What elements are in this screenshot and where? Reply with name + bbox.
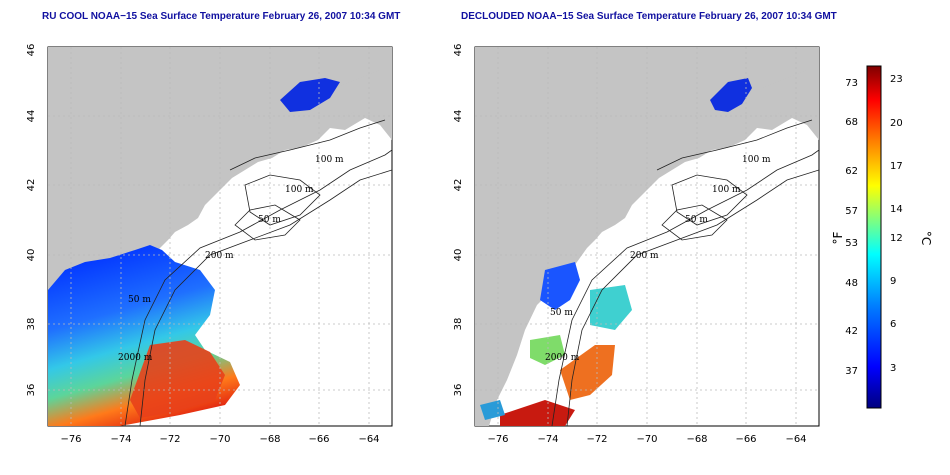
colorbar-celsius-label: °C xyxy=(919,231,933,245)
left-contour-label-100b: 100 m xyxy=(285,185,314,195)
right-map: 100 m 100 m 50 m 200 m 50 m 2000 m −76 −… xyxy=(453,44,820,445)
colorbar-f-scale: 73 68 62 57 53 48 42 37 xyxy=(845,78,858,377)
left-lon-tick: −64 xyxy=(358,434,379,445)
right-sst-midshelf xyxy=(590,285,632,330)
right-lat-tick: 46 xyxy=(453,44,464,57)
right-grid xyxy=(475,47,819,426)
left-lat-tick: 42 xyxy=(26,179,37,192)
right-lon-axis: −76 −74 −72 −70 −68 −66 −64 xyxy=(487,434,806,445)
right-panel-title: DECLOUDED NOAA−15 Sea Surface Temperatur… xyxy=(461,11,837,22)
left-lon-tick: −66 xyxy=(308,434,329,445)
colorbar-f-tick: 42 xyxy=(845,326,858,337)
right-sst-south-warm xyxy=(500,400,575,426)
right-lon-tick: −70 xyxy=(636,434,657,445)
colorbar-f-tick: 53 xyxy=(845,238,858,249)
left-contour-label-200: 200 m xyxy=(205,251,234,261)
right-land-mass xyxy=(475,47,819,426)
colorbar-c-tick: 17 xyxy=(890,161,903,172)
left-lat-tick: 44 xyxy=(26,110,37,123)
right-lat-axis: 36 38 40 42 44 46 xyxy=(453,44,464,397)
right-lat-tick: 42 xyxy=(453,179,464,192)
left-sst-gulfstream xyxy=(130,340,225,418)
right-contour-label-50a: 50 m xyxy=(685,215,708,225)
left-contours xyxy=(124,119,392,426)
left-lon-tick: −76 xyxy=(60,434,81,445)
left-lat-tick: 36 xyxy=(26,384,37,397)
colorbar-c-tick: 3 xyxy=(890,363,896,374)
right-contour-label-2000: 2000 m xyxy=(545,353,580,363)
right-sst-bay-of-fundy xyxy=(710,78,752,112)
right-sst-gulfstream xyxy=(560,345,615,400)
colorbar-f-tick: 48 xyxy=(845,278,858,289)
colorbar-f-tick: 37 xyxy=(845,366,858,377)
left-lat-tick: 38 xyxy=(26,318,37,331)
right-sst-south-edge xyxy=(480,400,505,420)
right-lon-tick: −66 xyxy=(735,434,756,445)
colorbar-c-tick: 12 xyxy=(890,233,903,244)
right-contour-label-50b: 50 m xyxy=(550,308,573,318)
left-land-mass xyxy=(48,47,392,426)
left-lon-tick: −68 xyxy=(259,434,280,445)
right-lon-tick: −68 xyxy=(686,434,707,445)
right-lon-tick: −72 xyxy=(586,434,607,445)
colorbar-c-tick: 9 xyxy=(890,276,896,287)
right-sst-nj-shelf xyxy=(540,262,580,310)
left-contour-label-50a: 50 m xyxy=(258,215,281,225)
right-lon-tick: −64 xyxy=(785,434,806,445)
left-panel-title: RU COOL NOAA−15 Sea Surface Temperature … xyxy=(42,11,401,22)
colorbar-c-scale: 23 20 17 14 12 9 6 3 xyxy=(890,74,903,374)
right-lat-tick: 40 xyxy=(453,249,464,262)
left-lat-tick: 46 xyxy=(26,44,37,57)
right-lon-tick: −74 xyxy=(537,434,558,445)
right-contours xyxy=(551,119,819,426)
left-lon-tick: −70 xyxy=(209,434,230,445)
colorbar-c-tick: 14 xyxy=(890,204,903,215)
left-contour-label-100a: 100 m xyxy=(315,155,344,165)
left-lat-axis: 36 38 40 42 44 46 xyxy=(26,44,37,397)
right-lon-tick: −76 xyxy=(487,434,508,445)
right-lat-tick: 44 xyxy=(453,110,464,123)
colorbar-f-tick: 62 xyxy=(845,166,858,177)
right-lat-tick: 38 xyxy=(453,318,464,331)
right-sst-shelf-slope xyxy=(530,335,565,365)
colorbar-f-tick: 68 xyxy=(845,117,858,128)
left-lon-tick: −74 xyxy=(110,434,131,445)
colorbar: 73 68 62 57 53 48 42 37 23 20 17 14 12 9… xyxy=(831,65,933,409)
right-contour-label-100b: 100 m xyxy=(712,185,741,195)
colorbar-f-tick: 73 xyxy=(845,78,858,89)
left-map: 100 m 100 m 50 m 200 m 50 m 2000 m −76 −… xyxy=(26,44,393,445)
left-lon-axis: −76 −74 −72 −70 −68 −66 −64 xyxy=(60,434,379,445)
right-contour-label-100a: 100 m xyxy=(742,155,771,165)
left-contour-label-2000: 2000 m xyxy=(118,353,153,363)
colorbar-fahrenheit-label: °F xyxy=(831,231,845,244)
colorbar-c-tick: 23 xyxy=(890,74,903,85)
right-contour-label-200: 200 m xyxy=(630,251,659,261)
colorbar-c-tick: 6 xyxy=(890,319,896,330)
left-grid xyxy=(48,47,392,426)
left-lon-tick: −72 xyxy=(159,434,180,445)
right-lat-tick: 36 xyxy=(453,384,464,397)
colorbar-c-tick: 20 xyxy=(890,118,903,129)
colorbar-f-tick: 57 xyxy=(845,206,858,217)
colorbar-gradient xyxy=(866,65,882,409)
left-sst-bay-of-fundy xyxy=(280,78,340,112)
left-lat-tick: 40 xyxy=(26,249,37,262)
left-contour-label-50b: 50 m xyxy=(128,295,151,305)
